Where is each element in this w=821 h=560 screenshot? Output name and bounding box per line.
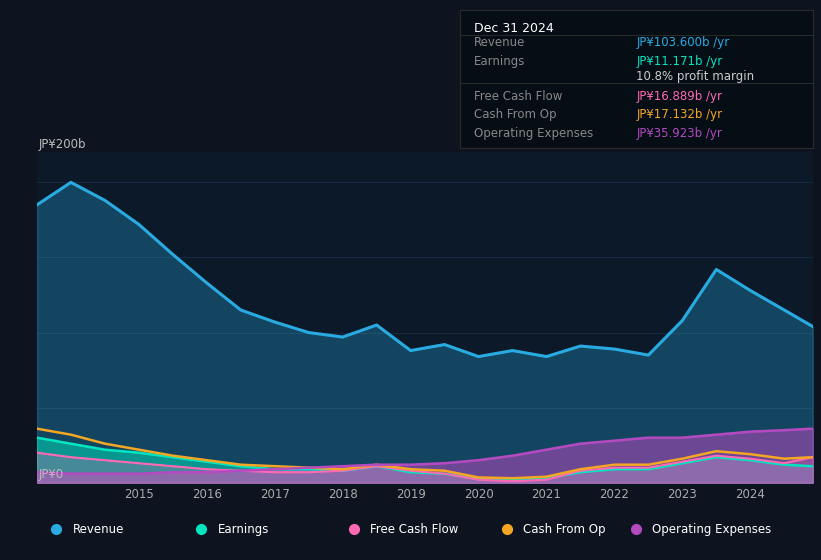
Text: Revenue: Revenue xyxy=(72,522,124,536)
Text: JP¥0: JP¥0 xyxy=(39,468,64,482)
Text: JP¥17.132b /yr: JP¥17.132b /yr xyxy=(636,108,722,121)
Text: Operating Expenses: Operating Expenses xyxy=(474,127,593,141)
Text: Revenue: Revenue xyxy=(474,36,525,49)
Text: JP¥16.889b /yr: JP¥16.889b /yr xyxy=(636,90,722,103)
Text: JP¥11.171b /yr: JP¥11.171b /yr xyxy=(636,55,722,68)
Text: 10.8% profit margin: 10.8% profit margin xyxy=(636,71,754,83)
Text: JP¥35.923b /yr: JP¥35.923b /yr xyxy=(636,127,722,141)
Text: Earnings: Earnings xyxy=(218,522,268,536)
Text: Cash From Op: Cash From Op xyxy=(523,522,606,536)
Text: Dec 31 2024: Dec 31 2024 xyxy=(474,22,553,35)
Text: JP¥200b: JP¥200b xyxy=(39,138,86,151)
Text: Operating Expenses: Operating Expenses xyxy=(652,522,771,536)
Text: Cash From Op: Cash From Op xyxy=(474,108,557,121)
Text: Earnings: Earnings xyxy=(474,55,525,68)
Text: Free Cash Flow: Free Cash Flow xyxy=(370,522,459,536)
Text: JP¥103.600b /yr: JP¥103.600b /yr xyxy=(636,36,730,49)
Text: Free Cash Flow: Free Cash Flow xyxy=(474,90,562,103)
